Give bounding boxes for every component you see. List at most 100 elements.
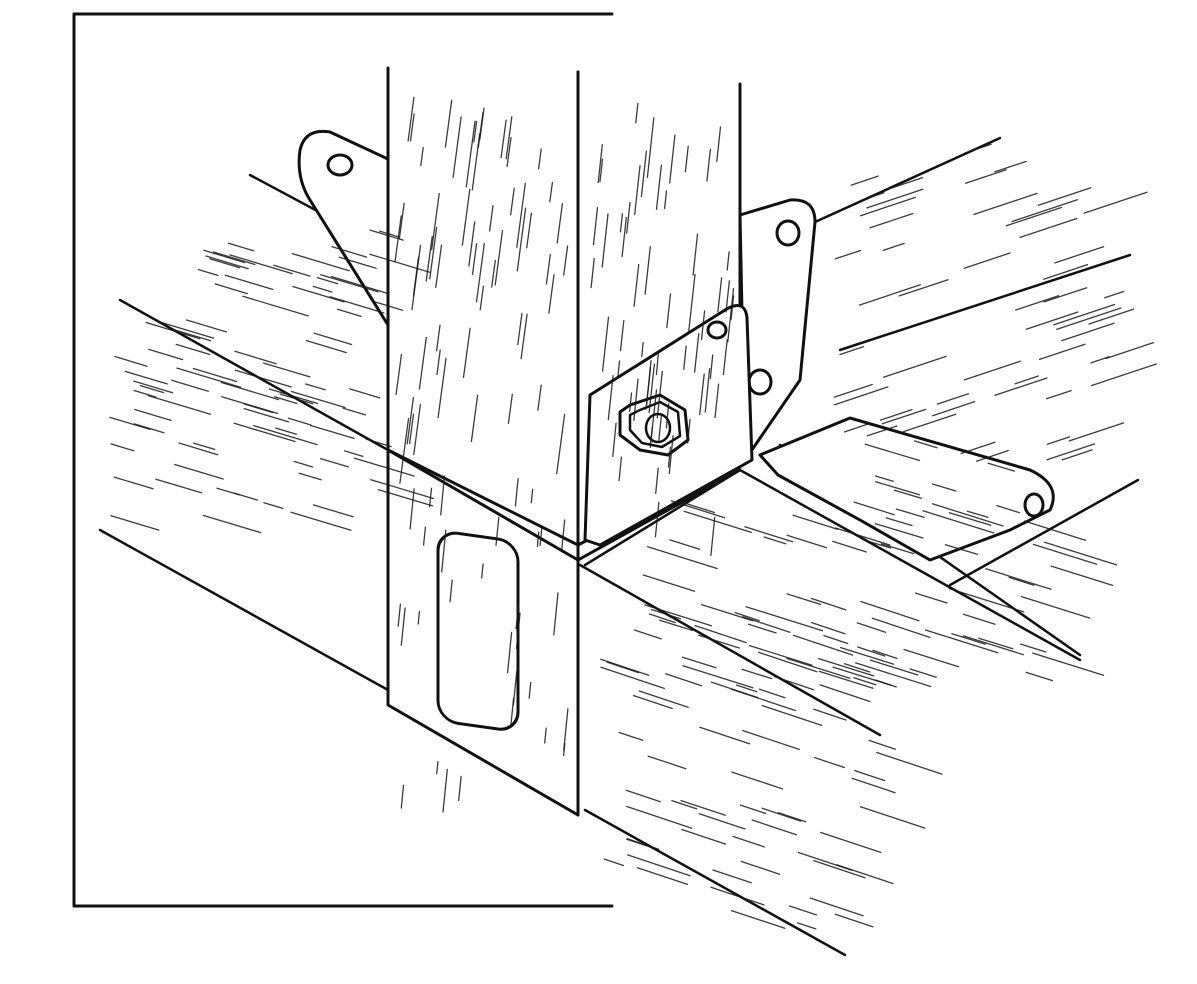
grain-stroke bbox=[777, 812, 807, 823]
grain-stroke bbox=[520, 313, 528, 360]
grain-stroke bbox=[528, 681, 532, 699]
grain-stroke bbox=[422, 526, 427, 546]
grain-stroke bbox=[1011, 199, 1078, 223]
grain-stroke bbox=[268, 388, 319, 405]
grain-stroke bbox=[556, 203, 564, 244]
grain-stroke bbox=[1038, 343, 1086, 361]
grain-stroke bbox=[124, 370, 168, 385]
grain-stroke bbox=[139, 384, 164, 394]
grain-stroke bbox=[699, 373, 705, 416]
grain-stroke bbox=[526, 212, 533, 249]
grain-stroke bbox=[462, 327, 471, 379]
grain-stroke bbox=[109, 416, 151, 431]
grain-stroke bbox=[563, 245, 569, 276]
grain-stroke bbox=[722, 339, 728, 376]
grain-stroke bbox=[212, 251, 256, 266]
grain-stroke bbox=[516, 207, 527, 272]
grain-stroke bbox=[692, 233, 699, 276]
grain-stroke bbox=[155, 478, 203, 494]
grain-stroke bbox=[442, 768, 448, 813]
grain-stroke bbox=[275, 427, 298, 435]
grain-stroke bbox=[859, 806, 926, 829]
grain-stroke bbox=[369, 253, 431, 274]
grain-stroke bbox=[649, 426, 654, 449]
grain-stroke bbox=[714, 383, 720, 419]
grain-stroke bbox=[305, 383, 326, 391]
grain-stroke bbox=[948, 587, 1025, 613]
grain-stroke bbox=[966, 510, 989, 518]
grain-stroke bbox=[651, 608, 682, 620]
grain-stroke bbox=[818, 657, 875, 677]
grain-stroke bbox=[553, 592, 559, 636]
grain-stroke bbox=[491, 259, 496, 288]
grain-stroke bbox=[717, 277, 723, 313]
grain-stroke bbox=[406, 396, 415, 445]
bolt-hole-icon bbox=[775, 219, 801, 247]
grain-stroke bbox=[436, 349, 441, 376]
grain-stroke bbox=[243, 407, 290, 423]
grain-stroke bbox=[683, 510, 752, 534]
grain-stroke bbox=[549, 181, 554, 203]
grain-stroke bbox=[417, 610, 421, 625]
grain-stroke bbox=[600, 658, 650, 676]
grain-stroke bbox=[477, 111, 484, 149]
grain-stroke bbox=[763, 536, 787, 545]
grain-stroke bbox=[773, 675, 815, 691]
grain-stroke bbox=[175, 329, 212, 342]
grain-stroke bbox=[857, 646, 886, 657]
grain-stroke bbox=[810, 597, 847, 611]
grain-stroke bbox=[834, 913, 874, 928]
grain-stroke bbox=[668, 435, 674, 475]
grain-stroke bbox=[274, 396, 298, 405]
grain-stroke bbox=[747, 623, 777, 634]
grain-stroke bbox=[964, 143, 992, 154]
grain-stroke bbox=[963, 360, 1022, 381]
grain-stroke bbox=[544, 727, 547, 744]
grain-stroke bbox=[110, 515, 160, 531]
grain-stroke bbox=[343, 450, 364, 458]
grain-stroke bbox=[850, 175, 879, 186]
bolt-hole-icon bbox=[706, 320, 728, 340]
grain-stroke bbox=[1088, 308, 1135, 325]
grain-stroke bbox=[475, 242, 485, 303]
grain-stroke bbox=[619, 213, 624, 233]
grain-stroke bbox=[233, 422, 296, 443]
grain-stroke bbox=[320, 274, 379, 293]
grain-stroke bbox=[739, 804, 767, 815]
grain-stroke bbox=[962, 635, 1025, 656]
grain-stroke bbox=[893, 489, 922, 499]
grain-stroke bbox=[202, 514, 262, 534]
grain-stroke bbox=[710, 886, 765, 906]
grain-stroke bbox=[298, 472, 322, 481]
grain-stroke bbox=[338, 256, 377, 269]
grain-stroke bbox=[545, 254, 551, 285]
grain-stroke bbox=[936, 393, 970, 405]
grain-stroke bbox=[646, 359, 652, 405]
grain-stroke bbox=[931, 483, 957, 492]
grain-stroke bbox=[234, 350, 277, 365]
grain-stroke bbox=[174, 463, 224, 480]
grain-stroke bbox=[1083, 191, 1148, 214]
grain-stroke bbox=[811, 621, 846, 635]
grain-stroke bbox=[1032, 652, 1105, 676]
grain-stroke bbox=[874, 523, 924, 539]
grain-stroke bbox=[903, 648, 960, 668]
grain-stroke bbox=[931, 400, 976, 417]
grain-stroke bbox=[860, 600, 920, 622]
grain-stroke bbox=[192, 367, 238, 383]
grain-stroke bbox=[209, 258, 241, 269]
grain-stroke bbox=[913, 440, 938, 449]
grain-stroke bbox=[648, 613, 676, 624]
grain-stroke bbox=[290, 511, 352, 531]
grain-stroke bbox=[844, 663, 871, 673]
grain-stroke bbox=[1068, 422, 1125, 442]
grain-stroke bbox=[633, 264, 640, 307]
grain-stroke bbox=[145, 321, 201, 340]
grain-stroke bbox=[853, 677, 877, 686]
grain-stroke bbox=[962, 613, 996, 625]
grain-stroke bbox=[671, 799, 698, 810]
grain-stroke bbox=[514, 477, 519, 507]
grain-stroke bbox=[866, 425, 898, 437]
grain-stroke bbox=[964, 169, 1007, 184]
grain-stroke bbox=[856, 622, 887, 633]
